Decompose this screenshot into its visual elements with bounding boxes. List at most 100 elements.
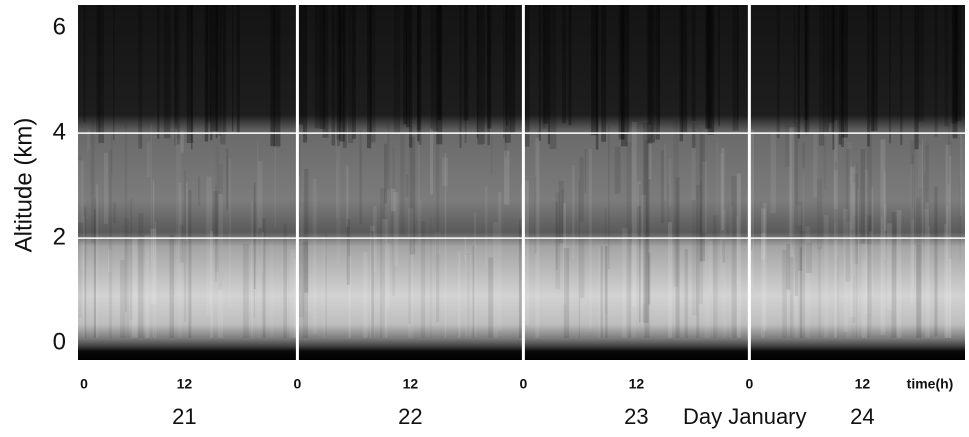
texture-streak: [579, 157, 584, 222]
texture-streak: [417, 134, 420, 242]
texture-streak: [191, 5, 193, 150]
texture-streak: [417, 5, 420, 142]
texture-streak: [818, 246, 821, 338]
texture-streak: [626, 142, 632, 338]
texture-streak: [336, 5, 341, 140]
texture-streak: [179, 224, 184, 263]
texture-streak: [253, 185, 255, 318]
texture-streak: [229, 158, 231, 308]
texture-streak: [408, 237, 411, 324]
texture-streak: [736, 173, 741, 338]
texture-streak: [206, 176, 212, 316]
texture-streak: [215, 145, 220, 272]
texture-streak: [819, 5, 825, 146]
texture-streak: [667, 222, 673, 338]
texture-streak: [124, 123, 128, 313]
texture-streak: [555, 192, 561, 290]
texture-streak: [504, 5, 511, 143]
texture-streak: [776, 5, 780, 138]
texture-streak: [484, 186, 488, 266]
texture-streak: [386, 189, 390, 309]
texture-streak: [884, 204, 887, 232]
texture-streak: [232, 5, 234, 132]
x-tick-label: 0: [293, 376, 301, 392]
texture-streak: [120, 259, 125, 338]
texture-streak: [430, 128, 434, 195]
texture-streak: [418, 5, 422, 145]
texture-streak: [339, 5, 345, 142]
texture-streak: [761, 233, 765, 338]
texture-streak: [146, 251, 149, 338]
texture-streak: [270, 241, 274, 338]
texture-streak: [722, 239, 726, 263]
texture-streak: [805, 226, 811, 338]
texture-streak: [872, 5, 878, 132]
texture-streak: [323, 236, 327, 338]
texture-streak: [472, 245, 475, 338]
texture-streak: [336, 131, 341, 265]
texture-streak: [474, 212, 477, 338]
texture-streak: [107, 249, 112, 273]
texture-streak: [251, 200, 253, 338]
texture-streak: [922, 138, 924, 331]
texture-streak: [889, 5, 891, 144]
texture-streak: [804, 5, 808, 121]
texture-streak: [631, 122, 637, 308]
texture-streak: [210, 5, 213, 141]
texture-streak: [667, 184, 669, 225]
texture-streak: [476, 5, 479, 139]
x-tick-label: 0: [745, 376, 753, 392]
texture-streak: [923, 145, 929, 209]
texture-streak: [188, 189, 192, 338]
texture-streak: [442, 157, 449, 187]
texture-streak: [519, 227, 524, 338]
texture-streak: [828, 5, 835, 123]
texture-streak: [735, 216, 739, 284]
texture-streak: [786, 244, 791, 290]
texture-streak: [393, 192, 399, 267]
texture-streak: [319, 5, 326, 129]
texture-streak: [886, 223, 893, 310]
day-label: 23: [624, 404, 648, 429]
texture-streak: [835, 161, 837, 241]
texture-streak: [960, 134, 962, 216]
texture-streak: [210, 230, 214, 338]
texture-streak: [518, 219, 523, 338]
texture-streak: [84, 207, 87, 338]
texture-streak: [708, 5, 715, 133]
texture-streak: [911, 219, 915, 290]
texture-streak: [852, 216, 856, 323]
texture-streak: [138, 5, 143, 149]
texture-streak: [801, 231, 806, 338]
texture-streak: [805, 242, 812, 274]
texture-streak: [392, 148, 395, 297]
texture-streak: [664, 143, 666, 201]
texture-streak: [880, 139, 886, 335]
texture-streak: [928, 226, 930, 338]
texture-streak: [737, 5, 739, 121]
texture-streak: [420, 220, 426, 338]
texture-streak: [813, 133, 818, 198]
texture-streak: [371, 231, 375, 338]
texture-streak: [487, 5, 490, 146]
texture-streak: [95, 5, 101, 135]
texture-streak: [359, 130, 362, 225]
texture-streak: [98, 5, 105, 144]
plot-area: [78, 5, 966, 360]
texture-streak: [458, 251, 461, 338]
texture-streak: [369, 5, 372, 134]
texture-streak: [463, 5, 469, 121]
texture-streak: [823, 5, 829, 133]
texture-streak: [761, 208, 766, 260]
texture-streak: [770, 131, 776, 214]
texture-streak: [253, 182, 256, 290]
texture-streak: [834, 170, 838, 338]
texture-streak: [945, 144, 951, 338]
texture-streak: [699, 133, 706, 262]
texture-streak: [681, 5, 688, 134]
texture-streak: [178, 182, 182, 338]
texture-streak: [257, 160, 263, 228]
texture-streak: [215, 5, 218, 139]
texture-streak: [112, 202, 117, 224]
